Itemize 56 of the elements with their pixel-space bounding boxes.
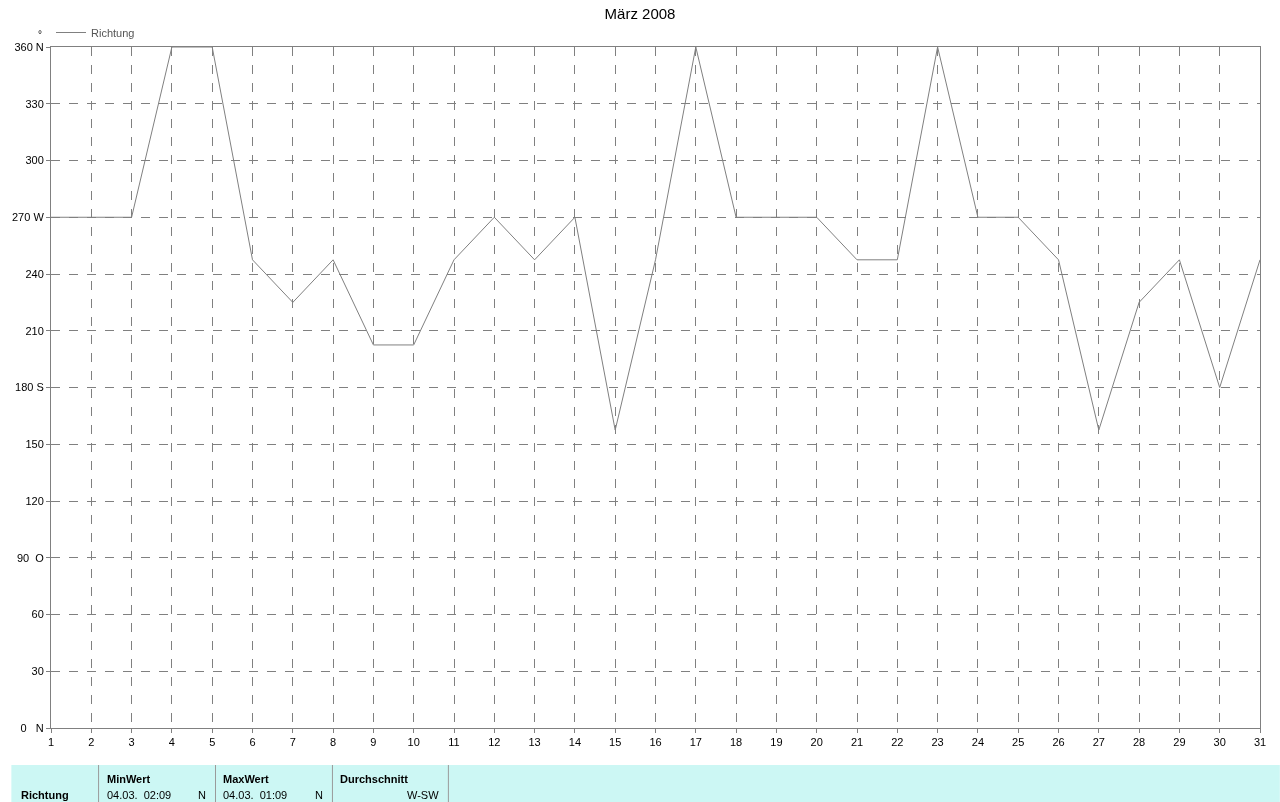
x-tick-label: 22 xyxy=(891,736,904,749)
text: N xyxy=(315,789,323,801)
x-tick-label: 5 xyxy=(209,736,216,749)
text: 04.03. 01:09 xyxy=(223,789,288,801)
x-tick-label: 3 xyxy=(128,736,135,749)
y-tick-label: 180 S xyxy=(15,381,44,394)
x-tick-label: 8 xyxy=(330,736,337,749)
y-tick-label: 150 xyxy=(25,438,44,451)
x-tick-label: 24 xyxy=(971,736,985,749)
x-tick-label: 18 xyxy=(729,736,743,749)
y-tick-label: 210 xyxy=(25,324,44,337)
y-tick-label: 90 O xyxy=(16,551,45,564)
y-tick-label: 30 xyxy=(31,665,44,678)
text: Durchschnitt xyxy=(340,773,409,785)
x-tick-label: 29 xyxy=(1173,736,1186,749)
y-tick-label: 240 xyxy=(25,267,44,280)
text: MaxWert xyxy=(223,773,269,785)
x-tick-label: 23 xyxy=(931,736,944,749)
chart-title: März 2008 xyxy=(604,4,676,22)
x-tick-label: 6 xyxy=(249,736,256,749)
y-tick-label: 300 xyxy=(25,154,44,167)
text: W-SW xyxy=(407,789,440,801)
x-tick-label: 19 xyxy=(770,736,783,749)
x-tick-label: 1 xyxy=(47,736,55,749)
text: 04.03. 02:09 xyxy=(107,789,172,801)
x-tick-label: 16 xyxy=(649,736,662,749)
x-tick-label: 11 xyxy=(448,736,460,749)
x-tick-label: 27 xyxy=(1092,736,1105,749)
x-tick-label: 10 xyxy=(407,736,420,749)
x-tick-label: 20 xyxy=(810,736,823,749)
y-tick-label: 120 xyxy=(25,494,44,507)
x-tick-label: 25 xyxy=(1012,736,1025,749)
x-tick-label: 2 xyxy=(88,736,95,749)
y-tick-label: 330 xyxy=(25,97,44,110)
x-tick-label: 28 xyxy=(1132,736,1146,749)
x-tick-label: 14 xyxy=(568,736,582,749)
x-tick-label: 4 xyxy=(168,736,175,749)
text: N xyxy=(198,789,206,801)
x-tick-label: 31 xyxy=(1253,736,1267,749)
x-tick-label: 26 xyxy=(1052,736,1065,749)
y-tick-label: 0 N xyxy=(20,721,44,734)
x-tick-label: 13 xyxy=(528,736,541,749)
y-tick-label: 360 N xyxy=(14,40,44,53)
y-axis-title: ° xyxy=(38,29,42,40)
x-tick-label: 30 xyxy=(1213,736,1226,749)
x-tick-label: 9 xyxy=(370,736,377,749)
text: Richtung xyxy=(21,789,69,801)
x-tick-label: 15 xyxy=(609,736,622,749)
x-tick-label: 7 xyxy=(289,736,296,749)
text: MinWert xyxy=(107,773,151,785)
x-tick-label: 21 xyxy=(850,736,864,749)
y-tick-label: 60 xyxy=(31,608,44,621)
x-tick-label: 12 xyxy=(488,736,501,749)
x-tick-label: 17 xyxy=(689,736,702,749)
y-tick-label: 270 W xyxy=(12,211,45,224)
legend-label: Richtung xyxy=(91,26,135,39)
